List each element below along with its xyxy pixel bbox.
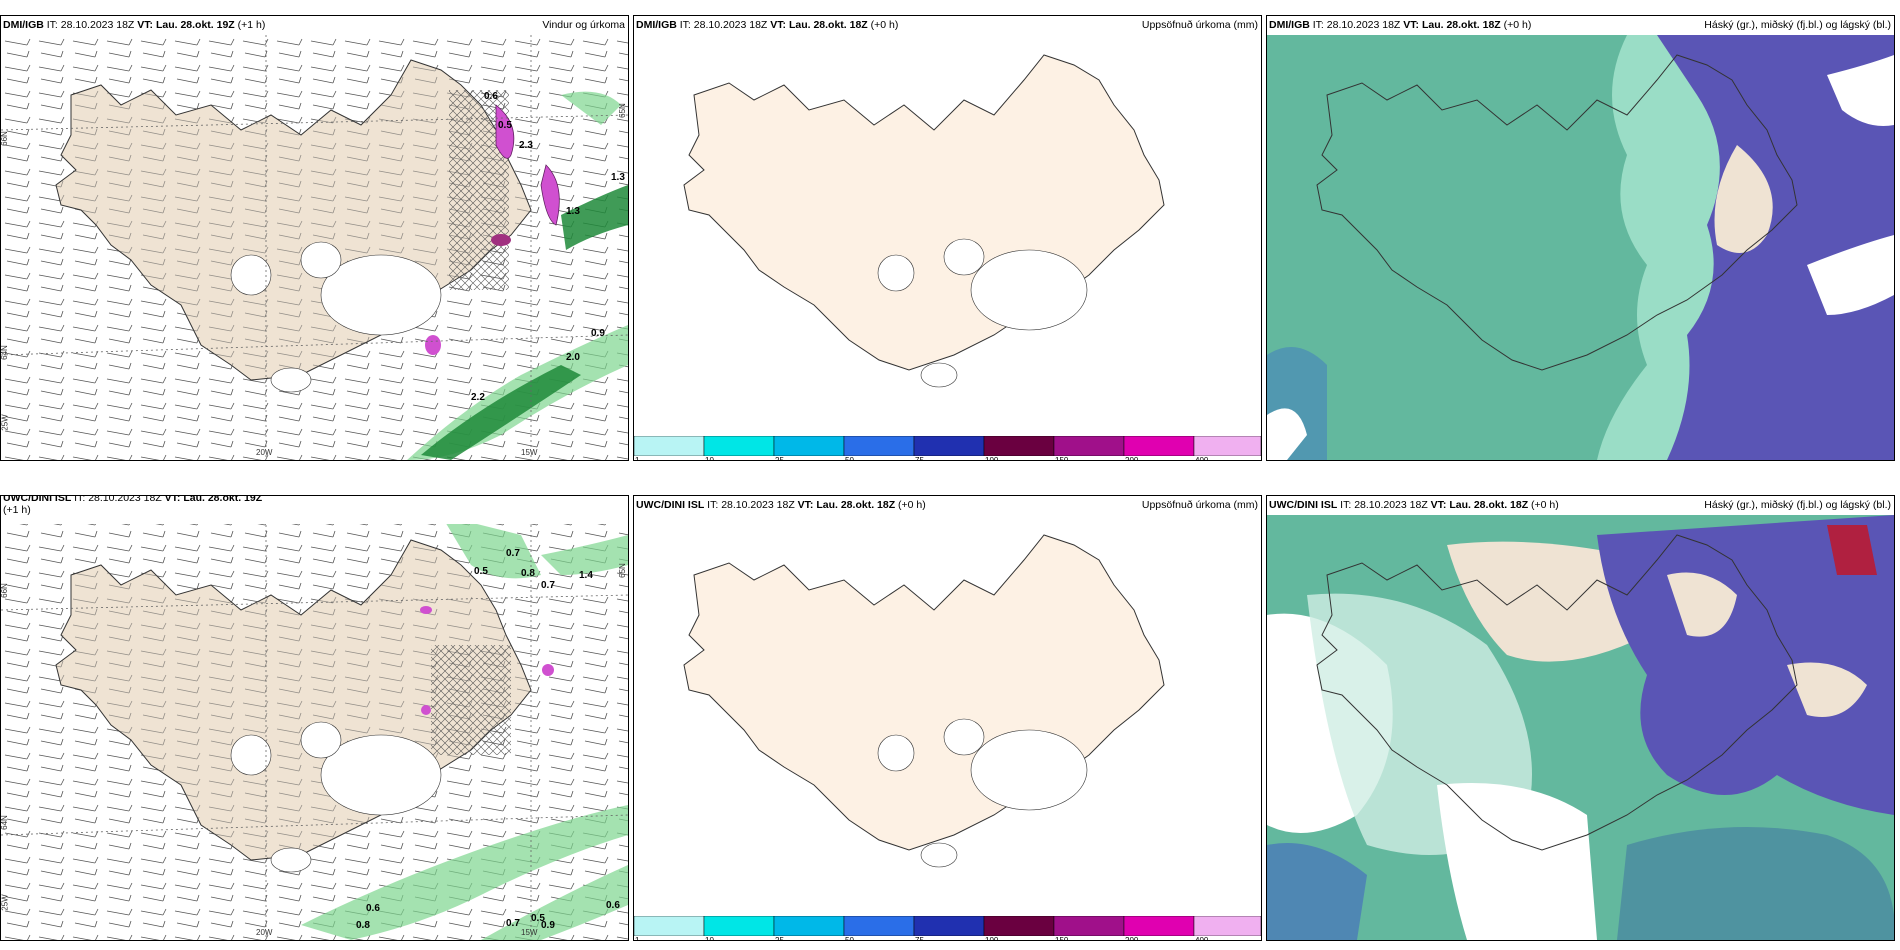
- iceland-outline: [1316, 534, 1798, 851]
- precip-value: 0.7: [506, 548, 520, 559]
- precip-value: 0.6: [484, 91, 498, 102]
- panel-accum-precip-uwc: UWC/DINI ISL IT: 28.10.2023 18Z VT: Lau.…: [633, 495, 1262, 941]
- field-name: Uppsöfnuð úrkoma (mm): [1141, 19, 1258, 31]
- lat-label: 65N: [617, 563, 627, 578]
- colorbar-tick: 400: [1195, 936, 1209, 941]
- precip-value: 1.4: [579, 570, 593, 581]
- precip-value: 1.3: [611, 172, 625, 183]
- colorbar-tick: 1: [635, 936, 640, 941]
- panel-header: UWC/DINI ISL IT: 28.10.2023 18Z VT: Lau.…: [1, 496, 628, 524]
- lat-label: 66N: [0, 131, 9, 146]
- lon-label: 20W: [256, 448, 273, 457]
- panel-wind-precip-uwc: UWC/DINI ISL IT: 28.10.2023 18Z VT: Lau.…: [0, 495, 629, 941]
- precip-value: 0.6: [606, 900, 620, 911]
- precip-band: [561, 185, 628, 250]
- precip-value: 1.3: [566, 206, 580, 217]
- wind-map: [1, 35, 628, 460]
- panel-accum-precip-dmi: DMI/IGB IT: 28.10.2023 18Z VT: Lau. 28.o…: [633, 15, 1262, 461]
- glacier: [970, 729, 1088, 811]
- precip-cell: [495, 104, 515, 159]
- precip-value: 2.3: [519, 140, 533, 151]
- colorbar-tick: 100: [985, 936, 999, 941]
- colorbar-tick: 100: [985, 456, 999, 461]
- colorbar: [634, 916, 1261, 936]
- colorbar-ticks: 1 10 25 50 75 100 150 200 400: [634, 936, 1261, 941]
- accum-precip-map: [683, 534, 1165, 868]
- lat-label: 66N: [0, 583, 9, 598]
- precip-value: 0.7: [506, 918, 520, 929]
- panel-title: UWC/DINI ISL IT: 28.10.2023 18Z VT: Lau.…: [3, 495, 263, 516]
- colorbar-tick: 25: [775, 456, 784, 461]
- precip-value: 0.7: [541, 580, 555, 591]
- panel-header: UWC/DINI ISL IT: 28.10.2023 18Z VT: Lau.…: [1267, 496, 1894, 515]
- panel-title: DMI/IGB IT: 28.10.2023 18Z VT: Lau. 28.o…: [1269, 19, 1532, 31]
- iceland-landmass: [683, 54, 1165, 371]
- field-name: Uppsöfnuð úrkoma (mm): [1141, 499, 1258, 511]
- precip-value: 0.6: [366, 903, 380, 914]
- glacier: [320, 254, 442, 336]
- precip-value: 0.5: [531, 913, 545, 924]
- colorbar-tick: 50: [845, 456, 854, 461]
- colorbar-tick: 75: [915, 936, 924, 941]
- lon-label: 25W: [0, 894, 10, 911]
- iceland-outline: [1316, 54, 1798, 371]
- panel-title: UWC/DINI ISL IT: 28.10.2023 18Z VT: Lau.…: [636, 499, 926, 511]
- panel-clouds-uwc: UWC/DINI ISL IT: 28.10.2023 18Z VT: Lau.…: [1266, 495, 1895, 941]
- field-name: Háský (gr.), miðský (fj.bl.) og lágský (…: [1704, 19, 1891, 31]
- precip-value: 0.8: [521, 568, 535, 579]
- panel-header: DMI/IGB IT: 28.10.2023 18Z VT: Lau. 28.o…: [634, 16, 1261, 35]
- colorbar-ticks: 1 10 25 50 75 100 150 200 400: [634, 456, 1261, 461]
- colorbar-tick: 50: [845, 936, 854, 941]
- colorbar-tick: 150: [1055, 936, 1069, 941]
- lon-label: 15W: [521, 448, 538, 457]
- field-name: Vindur og úrkoma: [542, 19, 625, 31]
- colorbar-tick: 400: [1195, 456, 1209, 461]
- cloud-map: [1267, 35, 1894, 460]
- field-name: Háský (gr.), miðský (fj.bl.) og lágský (…: [1704, 499, 1891, 511]
- panel-header: UWC/DINI ISL IT: 28.10.2023 18Z VT: Lau.…: [634, 496, 1261, 515]
- mid-cloud-area: [1657, 35, 1894, 460]
- panel-title: DMI/IGB IT: 28.10.2023 18Z VT: Lau. 28.o…: [636, 19, 899, 31]
- panel-title: DMI/IGB IT: 28.10.2023 18Z VT: Lau. 28.o…: [3, 19, 266, 31]
- precip-value: 0.9: [591, 328, 605, 339]
- hatched-area: [431, 645, 511, 755]
- lon-label: 15W: [521, 928, 538, 937]
- precip-value: 2.0: [566, 352, 580, 363]
- panel-title: UWC/DINI ISL IT: 28.10.2023 18Z VT: Lau.…: [1269, 499, 1559, 511]
- lon-label: 20W: [256, 928, 273, 937]
- mid-cloud-area: [1597, 515, 1894, 815]
- glacier: [970, 249, 1088, 331]
- colorbar-tick: 75: [915, 456, 924, 461]
- colorbar-tick: 10: [705, 456, 714, 461]
- panel-wind-precip-dmi: DMI/IGB IT: 28.10.2023 18Z VT: Lau. 28.o…: [0, 15, 629, 461]
- precip-value: 0.5: [498, 120, 512, 131]
- precip-value: 0.9: [541, 920, 555, 931]
- wind-map: [1, 515, 628, 940]
- precip-value: 0.8: [356, 920, 370, 931]
- panel-clouds-dmi: DMI/IGB IT: 28.10.2023 18Z VT: Lau. 28.o…: [1266, 15, 1895, 461]
- precip-band: [441, 515, 541, 579]
- precip-value: 0.5: [474, 566, 488, 577]
- colorbar-tick: 200: [1125, 456, 1139, 461]
- low-cloud-area: [1807, 235, 1894, 315]
- panel-header: DMI/IGB IT: 28.10.2023 18Z VT: Lau. 28.o…: [1267, 16, 1894, 35]
- lat-label: 64N: [0, 345, 9, 360]
- colorbar: [634, 436, 1261, 456]
- lat-label: 64N: [0, 815, 9, 830]
- panel-header: DMI/IGB IT: 28.10.2023 18Z VT: Lau. 28.o…: [1, 16, 628, 35]
- precip-value: 2.2: [471, 392, 485, 403]
- lat-label: 65N: [617, 103, 627, 118]
- colorbar-tick: 10: [705, 936, 714, 941]
- colorbar-tick: 1: [635, 456, 640, 461]
- glacier: [320, 734, 442, 816]
- colorbar-tick: 150: [1055, 456, 1069, 461]
- colorbar-tick: 25: [775, 936, 784, 941]
- colorbar-tick: 200: [1125, 936, 1139, 941]
- accum-precip-map: [683, 54, 1165, 388]
- iceland-landmass: [683, 534, 1165, 851]
- lon-label: 25W: [0, 414, 10, 431]
- cloud-map: [1267, 515, 1894, 940]
